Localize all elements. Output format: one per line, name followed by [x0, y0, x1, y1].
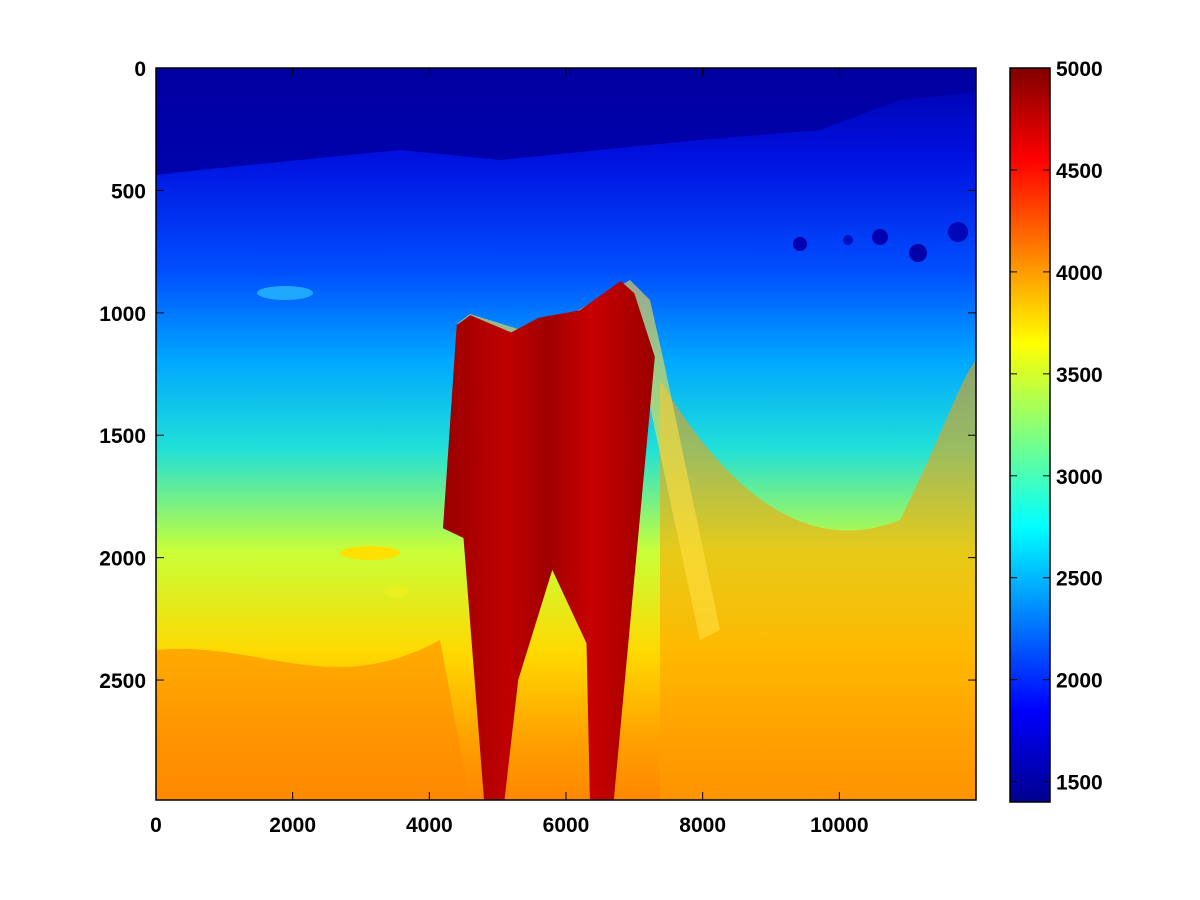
anomaly-spot-1: [793, 237, 807, 251]
anomaly-spot-2: [843, 235, 853, 245]
y-tick-label: 1500: [99, 425, 146, 448]
y-axis: 0 500 1000 1500 2000 2500: [99, 58, 976, 693]
y-tick-label: 2000: [99, 548, 146, 571]
salt-body: [443, 281, 655, 800]
colorbar-tick-label: 2000: [1056, 670, 1103, 693]
y-tick-label: 1000: [99, 303, 146, 326]
colorbar-tick-label: 3000: [1056, 466, 1103, 489]
colorbar-tick-label: 1500: [1056, 772, 1103, 795]
anomaly-spot-4: [909, 244, 927, 262]
x-tick-label: 6000: [543, 814, 590, 837]
x-tick-label: 8000: [679, 814, 726, 837]
colorbar-tick-label: 4500: [1056, 160, 1103, 183]
colorbar: [1010, 68, 1050, 802]
anomaly-spot-5: [948, 222, 968, 242]
y-tick-label: 500: [111, 180, 146, 203]
colorbar-tick-label: 4000: [1056, 262, 1103, 285]
colorbar-axis: 1500 2000 2500 3000 3500 4000 4500 5000: [1010, 58, 1103, 795]
x-tick-label: 0: [150, 814, 162, 837]
heatmap-plot-area: [156, 68, 976, 800]
x-tick-label: 10000: [810, 814, 868, 837]
colorbar-tick-label: 3500: [1056, 364, 1103, 387]
anomaly-spot-3: [872, 229, 888, 245]
y-tick-label: 2500: [99, 670, 146, 693]
x-axis: 0 2000 4000 6000 8000 10000: [150, 68, 869, 837]
colorbar-tick-label: 5000: [1056, 58, 1103, 81]
anomaly-lens-mid: [340, 546, 400, 560]
x-tick-label: 4000: [406, 814, 453, 837]
anomaly-lens-shallow: [257, 286, 313, 300]
shallow-water-layer: [156, 68, 976, 175]
anomaly-lens-small: [385, 586, 409, 598]
y-tick-label: 0: [134, 58, 146, 81]
x-tick-label: 2000: [269, 814, 316, 837]
sediment-layer-right: [660, 360, 976, 800]
sediment-layer-left: [156, 640, 470, 800]
colorbar-frame: [1009, 67, 1051, 803]
colorbar-tick-label: 2500: [1056, 568, 1103, 591]
